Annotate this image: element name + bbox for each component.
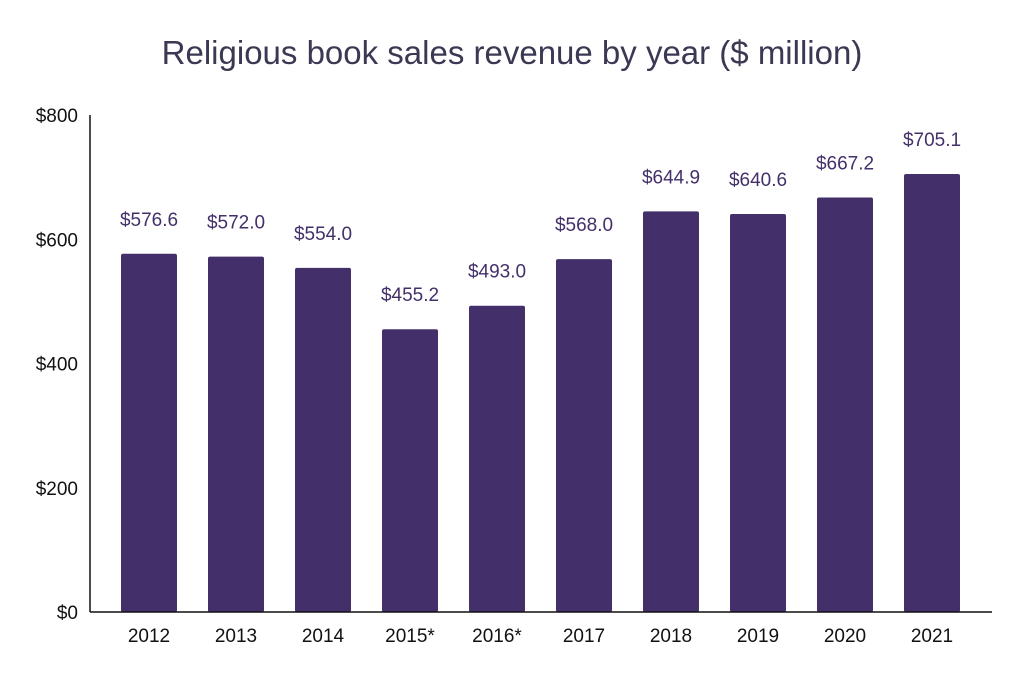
- x-tick-label: 2015*: [385, 626, 435, 647]
- data-label: $576.6: [120, 210, 178, 231]
- bar-2019: [730, 214, 786, 612]
- y-tick-label: $400: [36, 355, 78, 376]
- data-labels-group: $576.6 $572.0 $554.0 $455.2 $493.0 $568.0 $644…: [120, 130, 961, 306]
- data-label: $554.0: [294, 224, 352, 245]
- data-label: $568.0: [555, 215, 613, 236]
- x-tick-label: 2018: [650, 626, 692, 647]
- chart-title: Religious book sales revenue by year ($ …: [161, 34, 863, 71]
- y-axis-ticks: $0 $200 $400 $600 $800: [36, 106, 78, 624]
- x-tick-label: 2012: [128, 626, 170, 647]
- y-tick-label: $0: [57, 603, 78, 624]
- y-tick-label: $200: [36, 479, 78, 500]
- data-label: $455.2: [381, 285, 439, 306]
- bar-2016: [469, 305, 525, 612]
- x-tick-label: 2019: [737, 626, 779, 647]
- bar-2015: [382, 329, 438, 612]
- bar-2020: [817, 197, 873, 612]
- x-tick-label: 2016*: [472, 626, 522, 647]
- bar-2021: [904, 173, 960, 613]
- data-label: $705.1: [903, 130, 961, 151]
- data-label: $493.0: [468, 262, 526, 283]
- x-axis-ticks: 2012 2013 2014 2015* 2016* 2017 2018 2019 2020 20…: [128, 626, 953, 647]
- bar-2012: [121, 253, 177, 613]
- data-label: $667.2: [816, 154, 874, 175]
- bar-2018: [643, 211, 699, 612]
- bar-2014: [295, 267, 351, 612]
- x-tick-label: 2014: [302, 626, 345, 647]
- y-tick-label: $800: [36, 106, 78, 127]
- data-label: $644.9: [642, 167, 700, 188]
- bar-2017: [556, 259, 612, 612]
- data-label: $572.0: [207, 213, 265, 234]
- bar-2013: [208, 256, 264, 612]
- data-label: $640.6: [729, 170, 787, 191]
- y-tick-label: $600: [36, 230, 78, 251]
- x-tick-label: 2017: [563, 626, 605, 647]
- x-tick-label: 2020: [824, 626, 866, 647]
- x-tick-label: 2013: [215, 626, 257, 647]
- x-tick-label: 2021: [911, 626, 953, 647]
- bars-group: [121, 173, 960, 613]
